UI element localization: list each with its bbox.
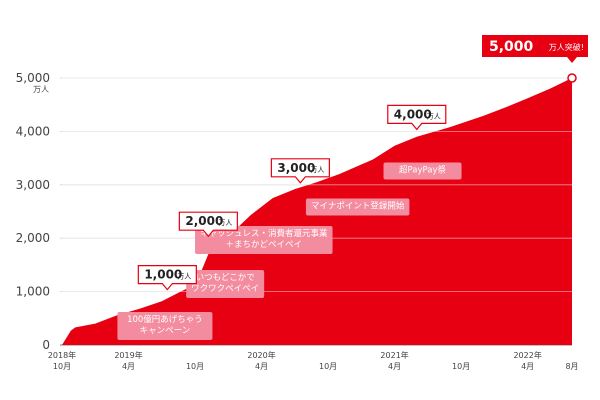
y-tick-label: 3,000 — [16, 178, 50, 192]
annotation-box — [383, 162, 462, 180]
y-unit-label: 万人 — [33, 85, 49, 94]
x-tick-month: 10月 — [319, 362, 337, 371]
milestone-unit: 万人 — [177, 273, 191, 281]
milestone-unit: 万人 — [427, 112, 441, 120]
milestone-box — [137, 265, 197, 291]
y-tick-label: 2,000 — [16, 231, 50, 245]
y-tick-label: 4,000 — [16, 124, 50, 138]
annotation-text: ＋まちかどペイペイ — [226, 240, 303, 250]
milestone-box — [178, 211, 238, 238]
annotation-text: 超PayPay祭 — [399, 165, 446, 176]
milestone-box — [270, 158, 330, 184]
x-tick-year: 2018年 — [48, 350, 76, 360]
x-tick-month: 4月 — [122, 362, 135, 371]
final-milestone-unit: 万人突破! — [549, 42, 584, 52]
milestone-value: 4,000 — [394, 107, 432, 121]
x-tick-year: 2019年 — [114, 350, 142, 360]
final-milestone-box — [482, 35, 588, 63]
annotation-text: いつもどこかで — [196, 273, 255, 283]
x-tick-year: 2020年 — [247, 350, 275, 360]
x-tick-year: 2021年 — [380, 350, 408, 360]
final-milestone-value: 5,000 — [489, 39, 534, 55]
milestone-value: 1,000 — [144, 268, 182, 282]
milestone-value: 3,000 — [277, 161, 315, 175]
annotation-box — [305, 198, 410, 216]
milestone-unit: 万人 — [218, 219, 232, 227]
x-tick-month: 8月 — [565, 362, 578, 371]
x-tick-month: 10月 — [452, 362, 470, 371]
annotation-text: 100億円あげちゃう — [127, 314, 203, 325]
y-tick-label: 5,000 — [16, 71, 50, 85]
annotation-box — [195, 226, 333, 254]
milestone-box — [387, 104, 447, 131]
x-tick-month: 4月 — [521, 362, 534, 371]
annotation-text: マイナポイント登録開始 — [311, 201, 405, 212]
x-tick-year: 2022年 — [513, 350, 541, 360]
annotation-text: キャンペーン — [140, 326, 191, 336]
x-tick-month: 4月 — [255, 362, 268, 371]
milestone-value: 2,000 — [185, 214, 223, 228]
x-tick-month: 10月 — [53, 362, 71, 371]
annotation-text: キャッシュレス・消費者還元事業 — [200, 228, 328, 239]
y-tick-label: 1,000 — [16, 285, 50, 299]
x-tick-month: 4月 — [388, 362, 401, 371]
annotation-box — [117, 312, 213, 340]
x-axis-ticks: 2018年 10月 2019年 4月 10月 2020年 4月 10月 2021年 4月 10月 20… — [48, 350, 579, 371]
annotation-text: ワクワクペイペイ — [191, 284, 259, 294]
milestone-unit: 万人 — [310, 166, 324, 174]
annotation-box — [186, 270, 265, 298]
y-tick-label: 0 — [42, 338, 50, 352]
final-point-marker — [567, 73, 577, 83]
x-tick-month: 10月 — [186, 362, 204, 371]
